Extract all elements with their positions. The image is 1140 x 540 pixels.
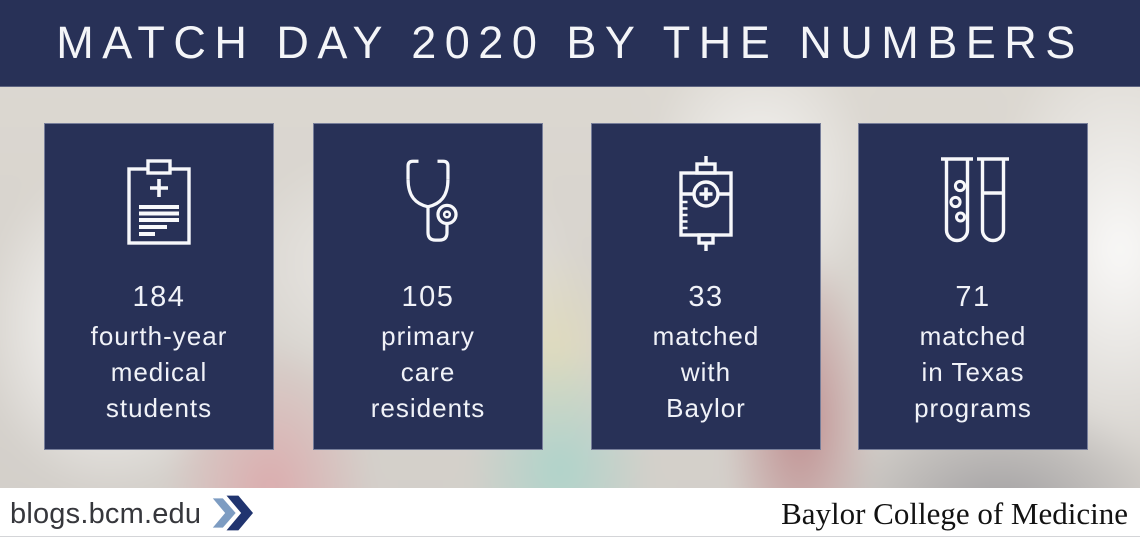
stat-card-medical-students: 184 fourth-year medical students bbox=[44, 123, 274, 450]
stat-value: 184 bbox=[132, 281, 186, 313]
site-url-link[interactable]: blogs.bcm.edu bbox=[10, 497, 202, 530]
stat-label: matched with Baylor bbox=[652, 321, 760, 423]
clipboard-icon bbox=[119, 150, 199, 258]
footer-site-group: blogs.bcm.edu bbox=[10, 492, 254, 537]
title-banner: MATCH DAY 2020 BY THE NUMBERS bbox=[0, 0, 1140, 87]
double-chevron-logo-icon bbox=[211, 494, 254, 537]
page-title: MATCH DAY 2020 BY THE NUMBERS bbox=[56, 17, 1084, 68]
stat-label: matched in Texas programs bbox=[914, 321, 1032, 423]
iv-bag-icon bbox=[665, 150, 747, 258]
stat-value: 105 bbox=[401, 281, 455, 313]
baylor-college-of-medicine-wordmark: Baylor College of Medicine bbox=[781, 496, 1128, 531]
stat-card-matched-baylor: 33 matched with Baylor bbox=[591, 123, 821, 450]
stat-value: 33 bbox=[688, 281, 724, 313]
stat-card-texas-programs: 71 matched in Texas programs bbox=[858, 123, 1088, 450]
footer-bar: blogs.bcm.edu Baylor College of Medicine bbox=[0, 488, 1140, 540]
stat-value: 71 bbox=[955, 281, 991, 313]
stethoscope-icon bbox=[390, 150, 466, 258]
bottom-hairline-divider bbox=[0, 536, 1140, 537]
stat-label: primary care residents bbox=[370, 321, 486, 423]
stat-label: fourth-year medical students bbox=[90, 321, 228, 423]
test-tubes-icon bbox=[931, 150, 1015, 258]
stat-card-primary-care: 105 primary care residents bbox=[313, 123, 543, 450]
